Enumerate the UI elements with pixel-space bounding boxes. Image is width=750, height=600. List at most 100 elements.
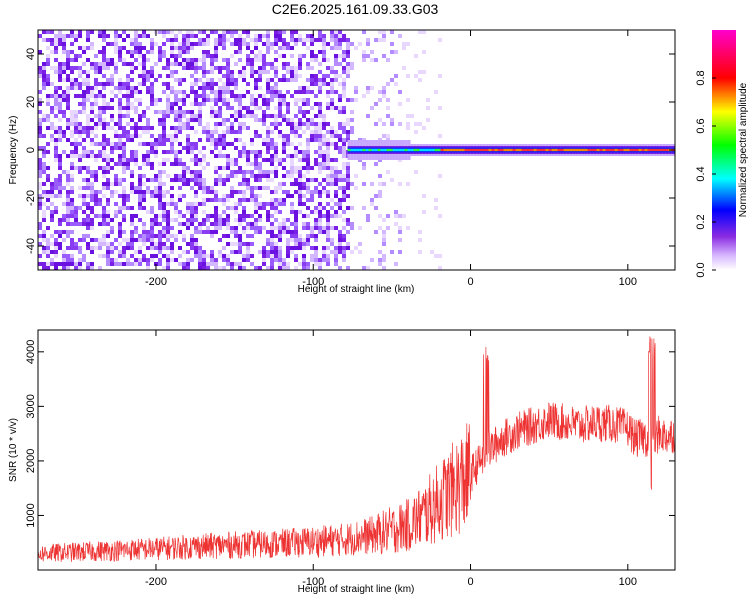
spectrogram-cell	[214, 154, 218, 158]
spectrogram-cell	[174, 58, 178, 62]
spectrogram-cell	[174, 178, 178, 182]
spectrogram-cell	[258, 134, 262, 138]
spectrogram-cell	[122, 150, 126, 154]
spectrogram-cell	[54, 246, 58, 250]
spectrogram-cell	[210, 70, 214, 74]
spectrogram-cell	[70, 190, 74, 194]
spectrogram-cell	[78, 238, 82, 242]
spectrogram-cell	[126, 86, 130, 90]
spectrogram-cell	[274, 166, 278, 170]
signal-band-peak	[662, 148, 666, 152]
spectrogram-cell	[350, 42, 354, 46]
spectrogram-cell	[162, 162, 166, 166]
spectrogram-cell	[270, 262, 274, 266]
spectrogram-cell	[178, 118, 182, 122]
spectrogram-cell	[98, 50, 102, 54]
spectrogram-cell	[102, 38, 106, 42]
spectrogram-cell	[50, 94, 54, 98]
spectrogram-cell	[158, 242, 162, 246]
spectrogram-cell	[142, 78, 146, 82]
spectrogram-cell	[274, 66, 278, 70]
spectrogram-cell	[166, 258, 170, 262]
spectrogram-cell	[294, 134, 298, 138]
spectrogram-cell	[298, 182, 302, 186]
spectrogram-cell	[50, 138, 54, 142]
spectrogram-cell	[70, 198, 74, 202]
spectrogram-cell	[214, 190, 218, 194]
spectrogram-cell	[346, 134, 350, 138]
spectrogram-cell	[170, 38, 174, 42]
spectrogram-cell	[290, 122, 294, 126]
spectrogram-cell	[230, 186, 234, 190]
spectrogram-cell	[210, 190, 214, 194]
spectrogram-cell	[246, 186, 250, 190]
spectrogram-cell	[326, 162, 330, 166]
spectrogram-cell	[258, 206, 262, 210]
spectrogram-cell	[102, 66, 106, 70]
spectrogram-cell	[42, 86, 46, 90]
spectrogram-cell	[190, 66, 194, 70]
spectrogram-cell	[90, 106, 94, 110]
spectrogram-cell	[226, 106, 230, 110]
spectrogram-cell	[426, 106, 430, 110]
spectrogram-cell	[326, 262, 330, 266]
spectrogram-cell	[122, 198, 126, 202]
spectrogram-cell	[254, 162, 258, 166]
spectrogram-cell	[302, 214, 306, 218]
spectrogram-cell	[198, 222, 202, 226]
spectrogram-cell	[374, 162, 378, 166]
spectrogram-cell	[398, 102, 402, 106]
spectrogram-cell	[286, 262, 290, 266]
spectrogram-cell	[314, 38, 318, 42]
spectrogram-cell	[266, 42, 270, 46]
spectrogram-cell	[258, 70, 262, 74]
spectrogram-cell	[270, 246, 274, 250]
spectrogram-cell	[226, 158, 230, 162]
spectrogram-cell	[130, 102, 134, 106]
spectrogram-cell	[194, 158, 198, 162]
spectrogram-cell	[206, 134, 210, 138]
spectrogram-cell	[234, 162, 238, 166]
spectrogram-cell	[86, 154, 90, 158]
spectrogram-cell	[130, 126, 134, 130]
spectrogram-cell	[58, 174, 62, 178]
spectrogram-cell	[74, 86, 78, 90]
spectrogram-cell	[54, 210, 58, 214]
spectrogram-cell	[298, 118, 302, 122]
spectrogram-cell	[158, 110, 162, 114]
spectrogram-cell	[198, 58, 202, 62]
spectrogram-cell	[214, 50, 218, 54]
spectrogram-cell	[318, 90, 322, 94]
spectrogram-cell	[46, 126, 50, 130]
spectrogram-cell	[270, 122, 274, 126]
spectrogram-cell	[86, 242, 90, 246]
spectrogram-cell	[98, 90, 102, 94]
spectrogram-cell	[222, 154, 226, 158]
spectrogram-cell	[118, 226, 122, 230]
spectrogram-cell	[98, 238, 102, 242]
spectrogram-cell	[182, 78, 186, 82]
spectrogram-cell	[50, 110, 54, 114]
spectrogram-cell	[258, 214, 262, 218]
spectrogram-cell	[70, 174, 74, 178]
spectrogram-cell	[90, 90, 94, 94]
spectrogram-cell	[286, 106, 290, 110]
spectrogram-cell	[394, 50, 398, 54]
spectrogram-cell	[166, 210, 170, 214]
spectrogram-cell	[122, 230, 126, 234]
spectrogram-cell	[58, 38, 62, 42]
spectrogram-cell	[162, 194, 166, 198]
spectrogram-cell	[94, 134, 98, 138]
spectrogram-cell	[82, 46, 86, 50]
spectrogram-cell	[218, 34, 222, 38]
spectrogram-cell	[338, 178, 342, 182]
spectrogram-cell	[230, 34, 234, 38]
spectrogram-cell	[174, 102, 178, 106]
spectrogram-cell	[318, 226, 322, 230]
spectrogram-cell	[258, 250, 262, 254]
spectrogram-cell	[238, 38, 242, 42]
spectrogram-cell	[322, 158, 326, 162]
spectrogram-cell	[306, 206, 310, 210]
spectrogram-cell	[142, 70, 146, 74]
spectrogram-cell	[246, 182, 250, 186]
